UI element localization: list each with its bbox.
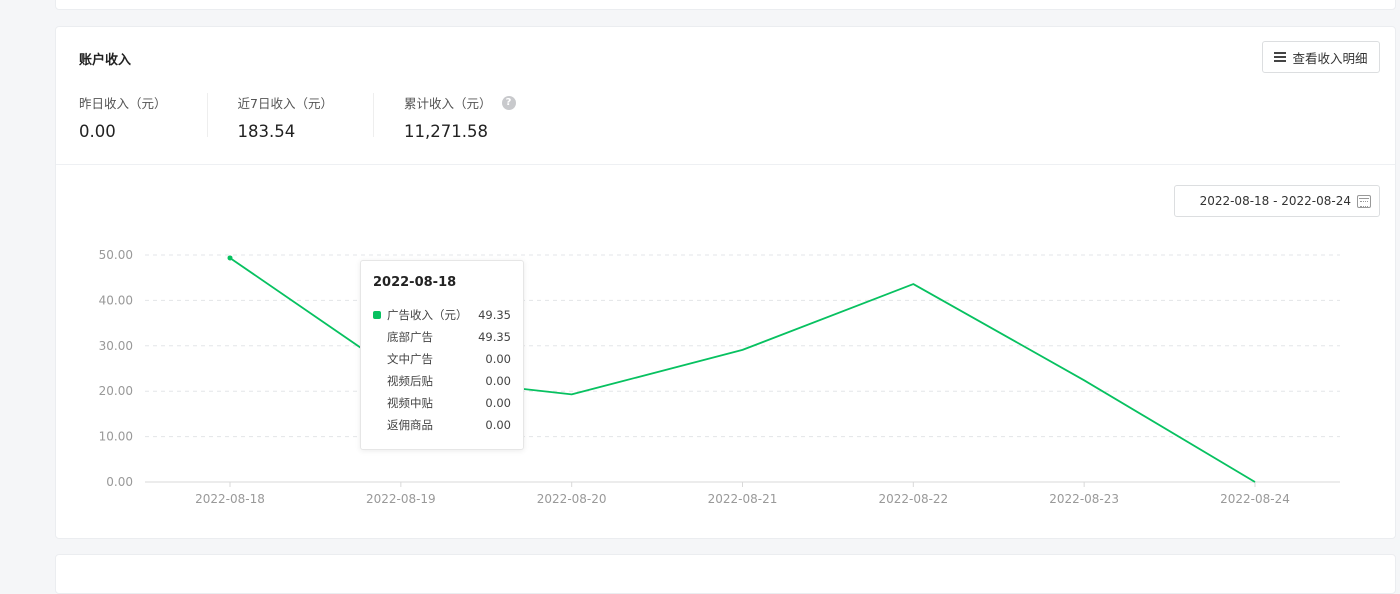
y-tick-label: 40.00	[99, 293, 133, 307]
x-tick-label: 2022-08-21	[708, 492, 778, 506]
x-tick-label: 2022-08-18	[195, 492, 265, 506]
tooltip-row-name: 文中广告	[373, 351, 433, 367]
tooltip-row: 广告收入（元） 49.35	[373, 304, 511, 326]
x-tick-label: 2022-08-23	[1049, 492, 1119, 506]
tooltip-row: 视频中贴 0.00	[373, 392, 511, 414]
x-tick-label: 2022-08-19	[366, 492, 436, 506]
tooltip-row: 文中广告 0.00	[373, 348, 511, 370]
y-tick-label: 50.00	[99, 248, 133, 262]
tooltip-row: 底部广告 49.35	[373, 326, 511, 348]
tooltip-row-value: 0.00	[485, 396, 511, 410]
income-line-chart: 0.00 10.00 20.00 30.00 40.00 50.00 2022-08-18 2…	[0, 0, 1400, 578]
chart-tooltip: 2022-08-18 广告收入（元） 49.35 底部广告 49.35 文中广告 0.00…	[360, 260, 524, 450]
tooltip-row-value: 49.35	[478, 308, 511, 322]
y-tick-label: 10.00	[99, 430, 133, 444]
tooltip-row-value: 0.00	[485, 418, 511, 432]
tooltip-row-name: 广告收入（元）	[373, 307, 468, 323]
tooltip-row-value: 49.35	[478, 330, 511, 344]
tooltip-row-name: 底部广告	[373, 329, 433, 345]
tooltip-row-value: 0.00	[485, 352, 511, 366]
y-tick-label: 20.00	[99, 384, 133, 398]
tooltip-row-name: 视频中贴	[373, 395, 433, 411]
tooltip-row-name: 返佣商品	[373, 417, 433, 433]
tooltip-row: 返佣商品 0.00	[373, 414, 511, 436]
tooltip-date: 2022-08-18	[373, 275, 511, 290]
x-tick-label: 2022-08-20	[537, 492, 607, 506]
y-tick-label: 30.00	[99, 339, 133, 353]
data-point	[228, 255, 233, 260]
tooltip-row-name: 视频后贴	[373, 373, 433, 389]
tooltip-row-value: 0.00	[485, 374, 511, 388]
x-tick-label: 2022-08-24	[1220, 492, 1290, 506]
series-marker-icon	[373, 311, 381, 319]
y-tick-label: 0.00	[106, 475, 133, 489]
x-tick-label: 2022-08-22	[878, 492, 948, 506]
tooltip-row: 视频后贴 0.00	[373, 370, 511, 392]
